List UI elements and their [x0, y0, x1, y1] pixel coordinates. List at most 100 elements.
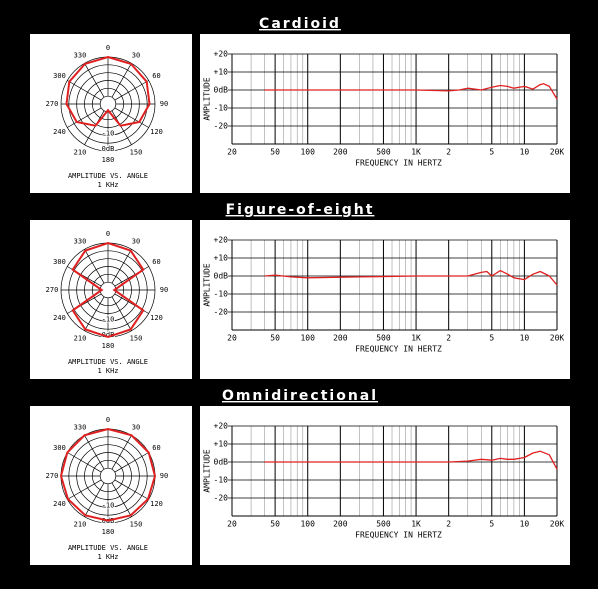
- x-tick-label: 100: [300, 334, 315, 343]
- x-tick-label: 10: [520, 334, 530, 343]
- angle-label: 270: [46, 286, 59, 294]
- x-tick-label: 2: [446, 520, 451, 529]
- spoke: [67, 80, 102, 101]
- x-tick-label: 20: [227, 148, 237, 157]
- x-tick-label: 20: [227, 520, 237, 529]
- panel: [30, 220, 192, 379]
- pattern-line: [59, 427, 157, 522]
- angle-label: 30: [132, 238, 140, 246]
- r-tick-label: 0dB: [102, 331, 115, 339]
- x-tick-label: 1K: [411, 520, 421, 529]
- spoke: [67, 107, 102, 128]
- angle-label: 330: [74, 238, 87, 246]
- angle-label: 300: [53, 258, 66, 266]
- angle-label: 180: [102, 156, 115, 164]
- x-tick-label: 20K: [550, 520, 565, 529]
- y-tick-label: -20: [214, 122, 229, 131]
- spoke: [84, 63, 105, 98]
- x-tick-label: 100: [300, 520, 315, 529]
- y-tick-label: 0dB: [214, 458, 229, 467]
- x-tick-label: 20: [227, 334, 237, 343]
- spoke: [114, 107, 149, 128]
- angle-label: 150: [130, 148, 143, 156]
- panel: [200, 406, 570, 565]
- x-tick-label: 20K: [550, 334, 565, 343]
- spoke: [114, 452, 149, 473]
- y-label: AMPLITUDE: [203, 263, 212, 307]
- angle-label: 240: [53, 500, 66, 508]
- x-tick-label: 500: [376, 148, 391, 157]
- pattern-line: [65, 55, 151, 127]
- spoke: [84, 296, 105, 331]
- y-tick-label: 0dB: [214, 272, 229, 281]
- x-tick-label: 10: [520, 520, 530, 529]
- x-tick-label: 50: [270, 334, 280, 343]
- angle-label: 120: [150, 314, 163, 322]
- caption: AMPLITUDE VS. ANGLE: [68, 358, 148, 366]
- angle-label: 300: [53, 444, 66, 452]
- y-tick-label: +20: [214, 422, 229, 431]
- angle-label: 240: [53, 128, 66, 136]
- angle-label: 60: [152, 258, 160, 266]
- y-label: AMPLITUDE: [203, 77, 212, 121]
- x-tick-label: 200: [333, 334, 348, 343]
- spoke: [84, 110, 105, 145]
- spoke: [84, 249, 105, 284]
- x-tick-label: 1K: [411, 148, 421, 157]
- angle-label: 0: [106, 416, 110, 424]
- angle-label: 210: [74, 148, 87, 156]
- angle-label: 180: [102, 342, 115, 350]
- y-tick-label: +20: [214, 236, 229, 245]
- spoke: [67, 479, 102, 500]
- r-tick-label: -10: [102, 315, 115, 323]
- angle-label: 150: [130, 334, 143, 342]
- panel-title: Cardioid: [259, 16, 341, 32]
- panel-title: Figure-of-eight: [226, 202, 375, 218]
- spoke: [67, 452, 102, 473]
- x-tick-label: 2: [446, 334, 451, 343]
- y-tick-label: +20: [214, 50, 229, 59]
- x-tick-label: 200: [333, 520, 348, 529]
- angle-label: 90: [160, 472, 168, 480]
- panel-title: Omnidirectional: [222, 388, 378, 404]
- angle-label: 240: [53, 314, 66, 322]
- response-line: [264, 83, 558, 100]
- x-tick-label: 20K: [550, 148, 565, 157]
- y-tick-label: -20: [214, 308, 229, 317]
- spoke: [84, 435, 105, 470]
- angle-label: 60: [152, 444, 160, 452]
- angle-label: 120: [150, 128, 163, 136]
- spoke: [84, 482, 105, 517]
- x-label: FREQUENCY IN HERTZ: [355, 345, 442, 354]
- response-line: [264, 269, 558, 286]
- panel: [200, 220, 570, 379]
- spoke: [111, 110, 132, 145]
- spoke: [111, 63, 132, 98]
- x-tick-label: 5: [489, 520, 494, 529]
- angle-label: 0: [106, 230, 110, 238]
- angle-label: 30: [132, 424, 140, 432]
- r-tick-label: -10: [102, 129, 115, 137]
- y-label: AMPLITUDE: [203, 449, 212, 493]
- y-tick-label: +10: [214, 254, 229, 263]
- spoke: [111, 296, 132, 331]
- panel: [30, 406, 192, 565]
- x-tick-label: 2: [446, 148, 451, 157]
- angle-label: 60: [152, 72, 160, 80]
- spoke: [114, 479, 149, 500]
- x-label: FREQUENCY IN HERTZ: [355, 159, 442, 168]
- x-tick-label: 100: [300, 148, 315, 157]
- r-tick-label: 0dB: [102, 145, 115, 153]
- angle-label: 270: [46, 472, 59, 480]
- caption: AMPLITUDE VS. ANGLE: [68, 172, 148, 180]
- x-tick-label: 5: [489, 334, 494, 343]
- x-tick-label: 50: [270, 148, 280, 157]
- angle-label: 210: [74, 520, 87, 528]
- x-tick-label: 5: [489, 148, 494, 157]
- response-line: [264, 450, 558, 470]
- angle-label: 330: [74, 424, 87, 432]
- y-tick-label: -20: [214, 494, 229, 503]
- r-tick-label: -10: [102, 501, 115, 509]
- angle-label: 330: [74, 52, 87, 60]
